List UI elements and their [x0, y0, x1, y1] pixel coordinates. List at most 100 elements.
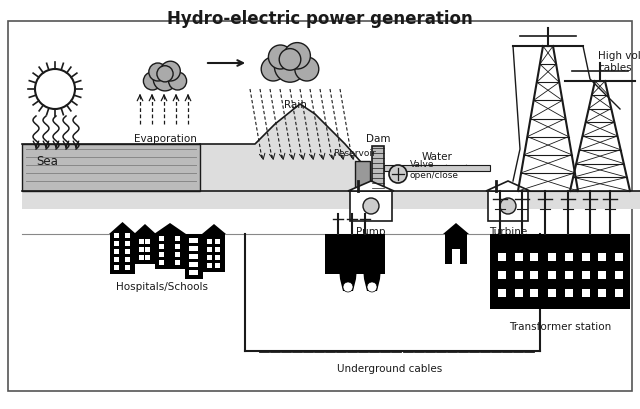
FancyBboxPatch shape: [189, 270, 194, 275]
FancyBboxPatch shape: [582, 271, 590, 279]
Circle shape: [275, 52, 305, 83]
FancyBboxPatch shape: [215, 247, 220, 252]
Circle shape: [149, 64, 167, 82]
FancyBboxPatch shape: [498, 254, 506, 261]
Polygon shape: [109, 222, 136, 234]
FancyBboxPatch shape: [530, 289, 538, 297]
FancyBboxPatch shape: [207, 239, 212, 245]
FancyBboxPatch shape: [207, 255, 212, 261]
FancyBboxPatch shape: [515, 254, 523, 261]
FancyBboxPatch shape: [615, 289, 623, 297]
FancyBboxPatch shape: [159, 236, 164, 241]
FancyBboxPatch shape: [582, 254, 590, 261]
Polygon shape: [22, 145, 200, 191]
FancyBboxPatch shape: [139, 247, 144, 252]
FancyBboxPatch shape: [565, 289, 573, 297]
Polygon shape: [360, 234, 384, 291]
FancyBboxPatch shape: [515, 271, 523, 279]
Circle shape: [279, 49, 301, 71]
FancyBboxPatch shape: [145, 255, 150, 261]
FancyBboxPatch shape: [135, 234, 155, 264]
FancyBboxPatch shape: [598, 254, 606, 261]
FancyBboxPatch shape: [159, 245, 164, 249]
Circle shape: [389, 166, 407, 184]
Text: Rain: Rain: [284, 100, 307, 110]
FancyBboxPatch shape: [114, 234, 119, 238]
FancyBboxPatch shape: [114, 265, 119, 270]
Circle shape: [261, 58, 285, 82]
Text: Reservoir: Reservoir: [333, 148, 376, 157]
FancyBboxPatch shape: [145, 247, 150, 252]
FancyBboxPatch shape: [175, 236, 180, 241]
FancyBboxPatch shape: [193, 270, 198, 275]
FancyBboxPatch shape: [125, 234, 130, 238]
FancyBboxPatch shape: [452, 249, 460, 264]
FancyBboxPatch shape: [114, 249, 119, 254]
FancyBboxPatch shape: [145, 239, 150, 245]
FancyBboxPatch shape: [110, 234, 135, 274]
FancyBboxPatch shape: [207, 263, 212, 268]
FancyBboxPatch shape: [175, 245, 180, 249]
Circle shape: [154, 68, 177, 92]
FancyBboxPatch shape: [189, 246, 194, 252]
FancyBboxPatch shape: [548, 289, 556, 297]
Circle shape: [157, 67, 173, 83]
FancyBboxPatch shape: [193, 254, 198, 259]
Circle shape: [35, 70, 75, 110]
FancyBboxPatch shape: [515, 289, 523, 297]
FancyBboxPatch shape: [114, 241, 119, 246]
Polygon shape: [202, 225, 226, 234]
FancyBboxPatch shape: [139, 255, 144, 261]
FancyBboxPatch shape: [490, 234, 630, 309]
FancyBboxPatch shape: [189, 254, 194, 259]
FancyBboxPatch shape: [498, 289, 506, 297]
FancyBboxPatch shape: [565, 271, 573, 279]
Text: Pump: Pump: [356, 227, 386, 236]
Text: High voltage
cables: High voltage cables: [598, 51, 640, 73]
FancyBboxPatch shape: [185, 234, 203, 279]
FancyBboxPatch shape: [215, 255, 220, 261]
FancyBboxPatch shape: [372, 147, 384, 191]
Circle shape: [363, 198, 379, 214]
Polygon shape: [355, 162, 370, 191]
FancyBboxPatch shape: [125, 257, 130, 262]
FancyBboxPatch shape: [548, 254, 556, 261]
Polygon shape: [336, 234, 360, 291]
FancyBboxPatch shape: [189, 262, 194, 267]
Text: Dam: Dam: [365, 134, 390, 144]
FancyBboxPatch shape: [139, 239, 144, 245]
FancyBboxPatch shape: [615, 254, 623, 261]
FancyBboxPatch shape: [8, 22, 632, 391]
FancyBboxPatch shape: [215, 263, 220, 268]
Polygon shape: [348, 182, 394, 191]
Polygon shape: [384, 166, 490, 172]
FancyBboxPatch shape: [565, 254, 573, 261]
FancyBboxPatch shape: [193, 262, 198, 267]
FancyBboxPatch shape: [125, 265, 130, 270]
FancyBboxPatch shape: [325, 234, 385, 274]
Text: Evaporation: Evaporation: [134, 134, 196, 144]
FancyBboxPatch shape: [350, 191, 392, 221]
Circle shape: [367, 282, 377, 292]
FancyBboxPatch shape: [193, 238, 198, 243]
Circle shape: [284, 43, 310, 70]
FancyBboxPatch shape: [445, 234, 467, 264]
Circle shape: [343, 282, 353, 292]
FancyBboxPatch shape: [114, 257, 119, 262]
Circle shape: [268, 46, 292, 70]
FancyBboxPatch shape: [189, 238, 194, 243]
Polygon shape: [134, 225, 156, 234]
Circle shape: [295, 58, 319, 82]
FancyBboxPatch shape: [159, 252, 164, 257]
Text: Water: Water: [422, 152, 452, 162]
FancyBboxPatch shape: [175, 252, 180, 257]
FancyBboxPatch shape: [215, 239, 220, 245]
FancyBboxPatch shape: [582, 289, 590, 297]
FancyBboxPatch shape: [598, 271, 606, 279]
FancyBboxPatch shape: [530, 254, 538, 261]
FancyBboxPatch shape: [548, 271, 556, 279]
FancyBboxPatch shape: [598, 289, 606, 297]
FancyBboxPatch shape: [193, 246, 198, 252]
Text: Underground cables: Underground cables: [337, 363, 443, 373]
FancyBboxPatch shape: [530, 271, 538, 279]
